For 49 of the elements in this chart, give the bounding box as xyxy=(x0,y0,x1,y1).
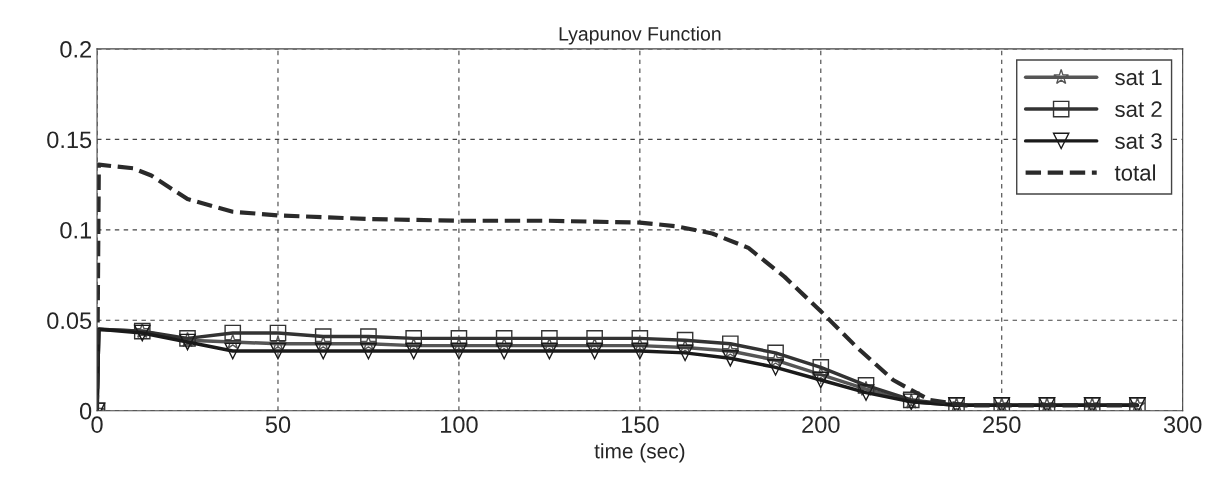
x-tick-label: 150 xyxy=(621,416,659,433)
point xyxy=(541,330,558,347)
point xyxy=(767,344,784,362)
point xyxy=(495,342,513,360)
y-tick-label: 0.05 xyxy=(47,312,92,330)
point xyxy=(676,344,694,362)
y-tick-label: 0 xyxy=(79,402,92,420)
point xyxy=(631,342,649,360)
point xyxy=(586,342,603,360)
point xyxy=(812,359,830,376)
x-tick-label: 50 xyxy=(265,416,291,433)
chart-title: Lyapunov Function xyxy=(559,26,721,45)
x-tick-label: 250 xyxy=(983,416,1021,433)
point xyxy=(224,324,242,342)
point xyxy=(450,342,468,360)
y-tick-label: 0.1 xyxy=(60,221,92,239)
x-tick-label: 300 xyxy=(1163,416,1202,433)
y-tick-label: 0.2 xyxy=(60,40,91,58)
point xyxy=(269,324,287,342)
x-axis-title: time (sec) xyxy=(594,443,685,463)
point xyxy=(541,342,558,360)
point xyxy=(767,359,784,376)
x-tick-label: 100 xyxy=(441,416,478,433)
x-tick-label: 0 xyxy=(91,416,103,433)
point xyxy=(270,335,286,351)
point xyxy=(450,330,468,347)
x-tick-label: 200 xyxy=(802,416,840,433)
point xyxy=(360,342,377,360)
point xyxy=(812,371,830,389)
legend-label: total xyxy=(1114,164,1156,181)
legend-label: sat 3 xyxy=(1115,133,1162,149)
point xyxy=(721,335,739,353)
legend-label: sat 1 xyxy=(1115,69,1162,86)
point xyxy=(405,342,423,360)
point xyxy=(676,331,694,349)
point xyxy=(586,330,603,347)
point xyxy=(721,349,739,367)
point xyxy=(224,342,242,360)
point xyxy=(360,328,377,345)
y-tick-label: 0.15 xyxy=(47,131,92,149)
point xyxy=(405,330,423,347)
point xyxy=(269,342,287,360)
legend-label: sat 2 xyxy=(1115,101,1162,118)
point xyxy=(857,384,875,402)
point xyxy=(314,328,332,345)
point xyxy=(314,342,332,360)
point xyxy=(631,330,649,347)
point xyxy=(495,330,513,347)
point xyxy=(224,333,241,349)
